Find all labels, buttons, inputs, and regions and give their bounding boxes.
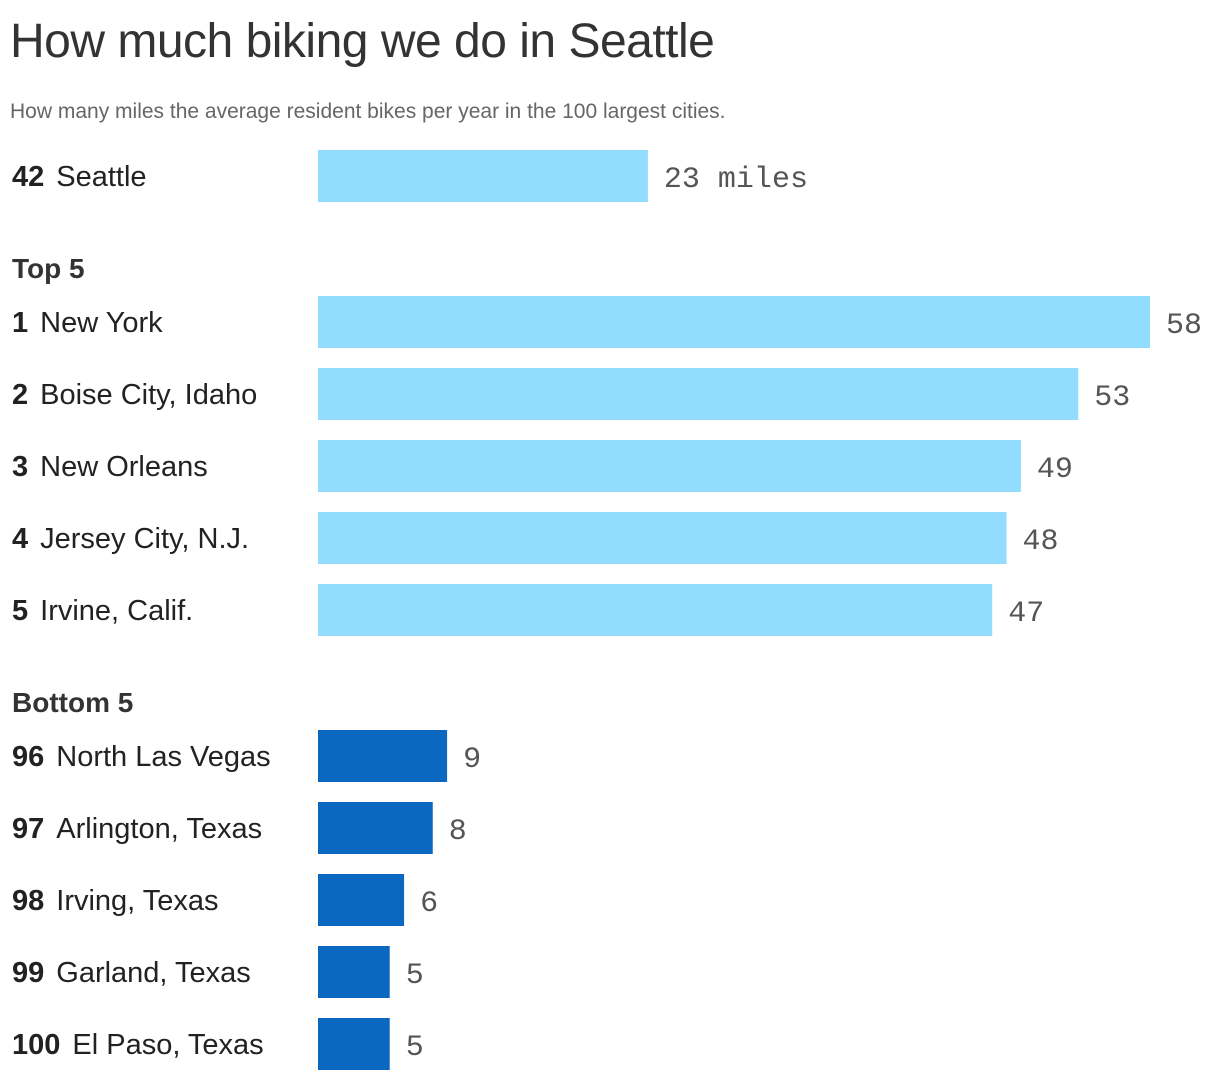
rank-label: 99 [12,957,44,989]
row-label: 97 Arlington, Texas [12,813,262,845]
bar [318,1018,390,1070]
bar-row-bottom: 99 Garland, Texas 5 [12,946,424,998]
city-label: Boise City, Idaho [40,379,257,411]
bar [318,584,993,636]
chart-subtitle: How many miles the average resident bike… [10,100,726,123]
rank-label: 98 [12,885,44,917]
city-label: New Orleans [40,451,208,483]
group-label-bottom: Bottom 5 [12,687,133,718]
rank-label: 3 [12,451,28,483]
value-label: 5 [406,959,424,993]
row-label: 98 Irving, Texas [12,885,219,917]
bar-row-bottom: 98 Irving, Texas 6 [12,874,438,926]
row-label: 99 Garland, Texas [12,957,251,989]
bar [318,874,405,926]
city-label: Seattle [56,161,146,193]
value-label: 5 [406,1031,424,1065]
bar-row-bottom: 97 Arlington, Texas 8 [12,802,467,854]
value-label: 48 [1023,525,1059,559]
value-label: 53 [1094,381,1130,415]
row-label: 1 New York [12,307,163,339]
value-label: 23 miles [664,163,808,197]
value-label: 49 [1037,453,1073,487]
bar-row-top: 4 Jersey City, N.J. 48 [12,512,1059,564]
city-label: Irving, Texas [56,885,218,917]
bar-row-bottom: 100 El Paso, Texas 5 [12,1018,424,1070]
bar-row-top: 3 New Orleans 49 [12,440,1073,492]
row-label: 2 Boise City, Idaho [12,379,257,411]
row-label: 5 Irvine, Calif. [12,595,193,627]
value-label: 8 [449,815,467,849]
bar [318,946,390,998]
bar [318,440,1021,492]
chart-title: How much biking we do in Seattle [10,15,715,68]
rank-label: 100 [12,1029,60,1061]
city-label: Garland, Texas [56,957,251,989]
row-label: 3 New Orleans [12,451,208,483]
bar [318,296,1150,348]
bar [318,802,433,854]
bar [318,730,448,782]
group-label-top: Top 5 [12,253,85,284]
bar [318,150,648,202]
bar-row-highlight: 42 Seattle 23 miles [12,150,808,202]
value-label: 47 [1008,597,1044,631]
row-label: 42 Seattle [12,161,147,193]
bar-row-top: 2 Boise City, Idaho 53 [12,368,1130,420]
bar-row-bottom: 96 North Las Vegas 9 [12,730,481,782]
rank-label: 2 [12,379,28,411]
value-label: 6 [420,887,438,921]
city-label: North Las Vegas [56,741,270,773]
row-label: 96 North Las Vegas [12,741,271,773]
rank-label: 5 [12,595,28,627]
row-label: 100 El Paso, Texas [12,1029,264,1061]
city-label: El Paso, Texas [72,1029,263,1061]
rank-label: 42 [12,161,44,193]
bar-row-top: 1 New York 58 [12,296,1202,348]
bar-row-top: 5 Irvine, Calif. 47 [12,584,1044,636]
rank-label: 96 [12,741,44,773]
value-label: 58 [1166,309,1202,343]
value-label: 9 [463,743,481,777]
bar [318,368,1079,420]
city-label: New York [40,307,163,339]
city-label: Arlington, Texas [56,813,262,845]
rank-label: 4 [12,523,28,555]
city-label: Jersey City, N.J. [40,523,249,555]
bar [318,512,1007,564]
city-label: Irvine, Calif. [40,595,193,627]
rank-label: 97 [12,813,44,845]
rank-label: 1 [12,307,28,339]
row-label: 4 Jersey City, N.J. [12,523,249,555]
